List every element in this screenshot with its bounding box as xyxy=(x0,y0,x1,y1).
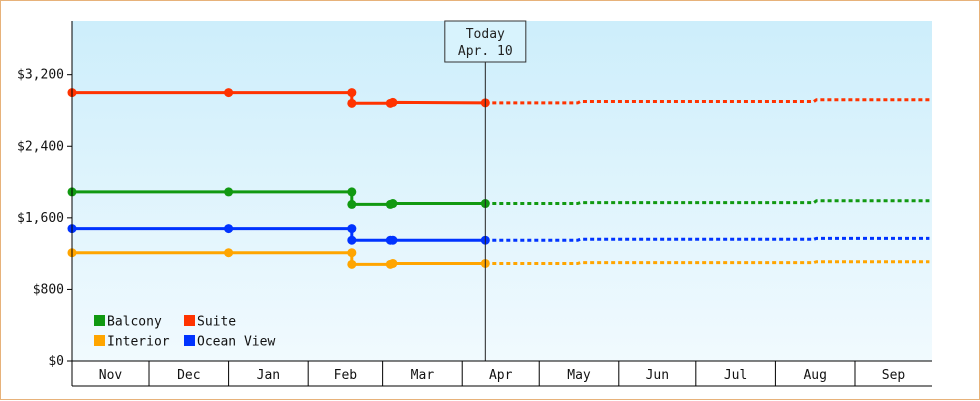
data-point-ocean-view xyxy=(388,235,398,245)
data-point-ocean-view xyxy=(347,224,357,234)
x-tick-label-feb: Feb xyxy=(334,368,358,383)
today-marker: Today Apr. 10 xyxy=(444,20,527,361)
today-label-box xyxy=(444,20,527,63)
data-point-suite xyxy=(224,88,234,98)
data-point-interior xyxy=(224,248,234,258)
data-point-balcony xyxy=(347,187,357,197)
data-point-balcony xyxy=(224,187,234,197)
legend-swatch-balcony xyxy=(94,315,105,326)
data-point-suite xyxy=(388,97,398,107)
projected-line-balcony xyxy=(485,199,930,205)
legend-label-ocean-view: Ocean View xyxy=(197,335,275,350)
data-point-interior xyxy=(347,248,357,258)
data-point-ocean-view xyxy=(347,235,357,245)
data-point-balcony xyxy=(347,199,357,209)
y-tick-label: $1,600 xyxy=(17,211,64,226)
x-tick-label-dec: Dec xyxy=(177,368,200,383)
x-tick-label-aug: Aug xyxy=(803,368,826,383)
axes xyxy=(71,21,932,387)
data-point-interior xyxy=(388,258,398,268)
today-label-line1: Today xyxy=(466,27,505,42)
y-tick-label: $3,200 xyxy=(17,68,64,83)
legend-swatch-ocean-view xyxy=(184,335,195,346)
legend-label-balcony: Balcony xyxy=(107,315,162,330)
projected-line-interior xyxy=(485,260,930,265)
legend-label-suite: Suite xyxy=(197,315,236,330)
projected-line-ocean-view xyxy=(485,236,930,242)
x-tick-label-jan: Jan xyxy=(257,368,280,383)
x-tick-label-apr: Apr xyxy=(489,368,513,383)
y-tick-label: $0 xyxy=(48,354,64,369)
data-point-interior xyxy=(347,259,357,269)
x-tick-label-may: May xyxy=(567,368,591,383)
legend-swatch-suite xyxy=(184,315,195,326)
legend: Balcony Suite Interior Ocean View xyxy=(94,315,275,350)
today-label-line2: Apr. 10 xyxy=(458,44,513,59)
y-tick-label: $800 xyxy=(33,282,64,297)
projected-line-suite xyxy=(485,98,930,105)
legend-label-interior: Interior xyxy=(107,335,170,350)
projected-lines xyxy=(485,98,930,265)
x-tick-label-nov: Nov xyxy=(99,368,123,383)
y-tick-label: $2,400 xyxy=(17,139,64,154)
x-tick-label-jul: Jul xyxy=(724,368,747,383)
y-axis-ticks: $0 $800 $1,600 $2,400 $3,200 xyxy=(17,68,72,369)
data-point-suite xyxy=(347,88,357,98)
x-axis-month-bands: Nov Dec Jan Feb Mar Apr May Jun Jul Aug Sep xyxy=(99,361,906,386)
legend-swatch-interior xyxy=(94,335,105,346)
data-point-ocean-view xyxy=(224,224,234,234)
x-tick-label-jun: Jun xyxy=(646,368,669,383)
data-point-balcony xyxy=(388,199,398,209)
x-tick-label-sep: Sep xyxy=(882,368,906,383)
x-tick-label-mar: Mar xyxy=(411,368,435,383)
data-point-suite xyxy=(347,98,357,108)
